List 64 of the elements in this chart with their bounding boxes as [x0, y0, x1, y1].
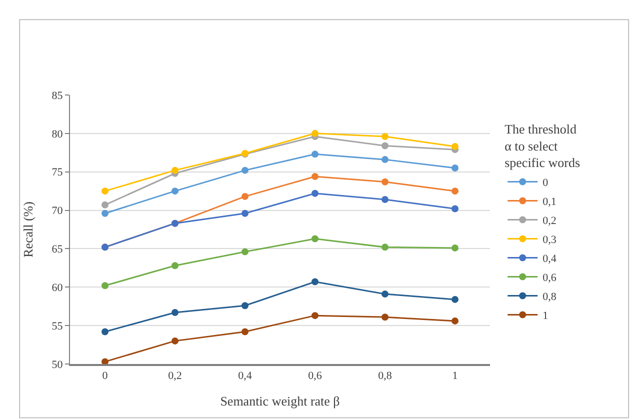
point: [242, 328, 248, 336]
point: [172, 337, 178, 344]
legend-label: 0,1: [542, 196, 556, 208]
point: [172, 166, 178, 174]
point: [172, 262, 178, 270]
point: [312, 130, 318, 137]
y-tick-label: 65: [52, 244, 64, 256]
y-axis-title: Recall (%): [20, 202, 36, 258]
point: [102, 282, 108, 290]
point: [312, 150, 318, 158]
x-tick-label: 0,2: [168, 370, 182, 382]
point: [242, 302, 248, 310]
point: [452, 164, 458, 172]
legend-label: 0,3: [542, 234, 557, 246]
point: [312, 278, 318, 286]
y-tick-label: 55: [52, 320, 64, 332]
point: [382, 156, 388, 164]
x-tick-label: 0: [102, 370, 108, 382]
legend-label: 1: [542, 310, 548, 322]
point: [172, 309, 178, 316]
point: [242, 166, 248, 174]
point: [452, 188, 458, 195]
x-tick-label: 0,4: [238, 370, 252, 382]
point: [242, 248, 248, 256]
legend-title: The threshold α to select specific words: [504, 121, 580, 170]
point: [312, 190, 318, 197]
point: [102, 210, 108, 217]
point: [382, 290, 388, 298]
point: [382, 178, 388, 186]
point: [312, 312, 318, 320]
point: [102, 201, 108, 208]
y-tick-label: 60: [52, 282, 64, 294]
x-axis-title: Semantic weight rate β: [220, 393, 340, 408]
point: [382, 314, 388, 321]
x-tick-label: 0,6: [308, 370, 322, 382]
point: [382, 244, 388, 251]
legend-label: 0,8: [542, 291, 557, 304]
point: [452, 205, 458, 212]
point: [452, 142, 458, 150]
point: [452, 244, 458, 252]
point: [312, 172, 318, 180]
x-tick-label: 1: [452, 370, 458, 382]
point: [242, 210, 248, 217]
point: [382, 133, 388, 140]
point: [102, 188, 108, 195]
point: [382, 142, 388, 150]
point: [312, 235, 318, 242]
y-tick-label: 75: [52, 166, 64, 179]
point: [382, 196, 388, 204]
point: [452, 317, 458, 324]
legend-label: 0: [542, 177, 549, 190]
legend-label: 0,6: [542, 272, 557, 284]
legend-label: 0,2: [542, 215, 556, 228]
y-tick-label: 85: [52, 90, 64, 102]
legend-label: 0,4: [542, 253, 557, 266]
x-tick-label: 0,8: [378, 370, 392, 382]
y-tick-label: 70: [52, 205, 64, 218]
y-tick-label: 50: [52, 358, 64, 371]
point: [172, 188, 178, 195]
point: [452, 296, 458, 303]
point: [102, 328, 108, 336]
point: [102, 358, 108, 364]
y-tick-label: 80: [52, 128, 64, 140]
point: [242, 192, 248, 200]
